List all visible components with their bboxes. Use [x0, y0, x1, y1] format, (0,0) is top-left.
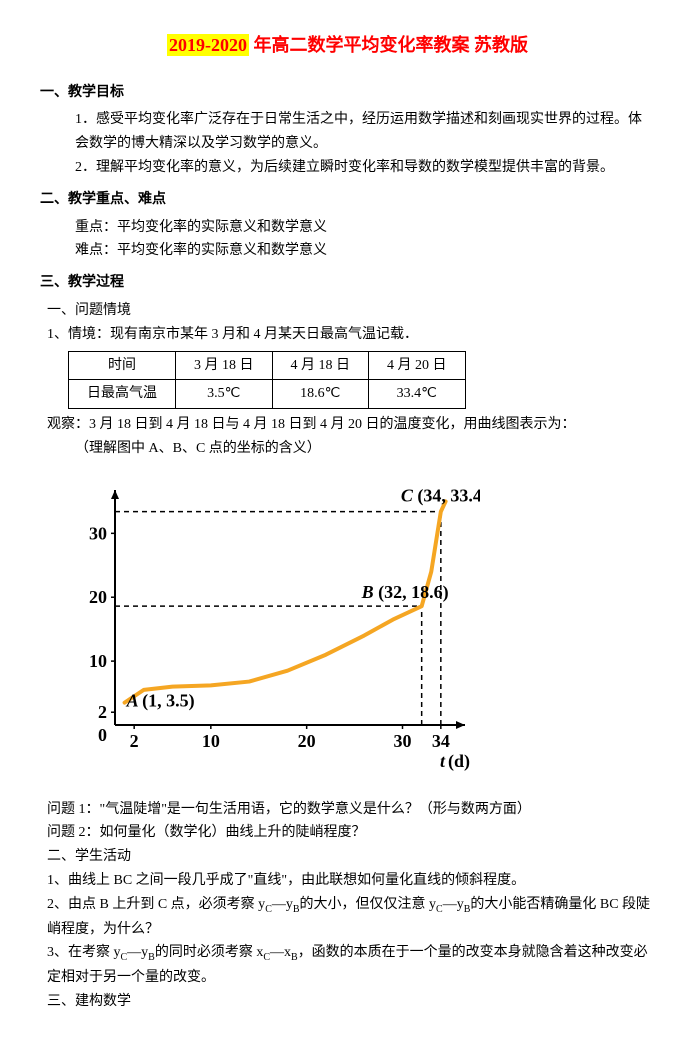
- table-header-row: 时间 3 月 18 日 4 月 18 日 4 月 20 日: [69, 351, 466, 380]
- table-cell: 18.6℃: [272, 380, 369, 409]
- section-2-p1: 重点：平均变化率的实际意义和数学意义: [40, 216, 655, 240]
- activity-2: 2、由点 B 上升到 C 点，必须考察 yC—yB的大小，但仅仅注意 yC—yB…: [40, 893, 655, 942]
- observation-text: 观察：3 月 18 日到 4 月 18 日与 4 月 18 日到 4 月 20 …: [40, 413, 655, 437]
- section-2-p2: 难点：平均变化率的实际意义和数学意义: [40, 239, 655, 263]
- subsection-2: 二、学生活动: [40, 845, 655, 869]
- svg-text:2: 2: [98, 702, 107, 722]
- table-header-cell: 4 月 20 日: [369, 351, 466, 380]
- page-title: 2019-2020 年高二数学平均变化率教案 苏教版: [40, 30, 655, 61]
- section-1-p1: 1．感受平均变化率广泛存在于日常生活之中，经历运用数学描述和刻画现实世界的过程。…: [40, 108, 655, 156]
- activity-3: 3、在考察 yC—yB的同时必须考察 xC—xB，函数的本质在于一个量的改变本身…: [40, 941, 655, 990]
- svg-text:30: 30: [394, 731, 412, 751]
- temperature-table: 时间 3 月 18 日 4 月 18 日 4 月 20 日 日最高气温 3.5℃…: [68, 351, 466, 410]
- table-header-cell: 4 月 18 日: [272, 351, 369, 380]
- question-1: 问题 1："气温陡增"是一句生活用语，它的数学意义是什么？（形与数两方面）: [40, 798, 655, 822]
- svg-text:0: 0: [98, 725, 107, 745]
- title-highlight: 2019-2020: [167, 34, 249, 56]
- svg-text:2: 2: [130, 731, 139, 751]
- situation-text: 1、情境：现有南京市某年 3 月和 4 月某天日最高气温记载．: [40, 323, 655, 347]
- activity-1: 1、曲线上 BC 之间一段几乎成了"直线"，由此联想如何量化直线的倾斜程度。: [40, 869, 655, 893]
- svg-text:t: t: [440, 751, 446, 771]
- temperature-chart: 2 10 20 30 2 10 20 30 34 0 t(d) A (1, 3.5) B (32, 18…: [60, 475, 655, 784]
- section-3-heading: 三、教学过程: [40, 271, 655, 295]
- table-data-row: 日最高气温 3.5℃ 18.6℃ 33.4℃: [69, 380, 466, 409]
- title-rest: 年高二数学平均变化率教案 苏教版: [249, 35, 528, 55]
- svg-text:A (1, 3.5): A (1, 3.5): [126, 690, 195, 711]
- section-2-heading: 二、教学重点、难点: [40, 188, 655, 212]
- svg-text:34: 34: [432, 731, 450, 751]
- table-cell: 33.4℃: [369, 380, 466, 409]
- section-1-heading: 一、教学目标: [40, 81, 655, 105]
- chart-note: （理解图中 A、B、C 点的坐标的含义）: [40, 437, 655, 461]
- svg-text:(d): (d): [448, 751, 470, 772]
- svg-text:10: 10: [89, 651, 107, 671]
- question-2: 问题 2：如何量化（数学化）曲线上升的陡峭程度？: [40, 821, 655, 845]
- table-header-cell: 时间: [69, 351, 176, 380]
- subsection-1: 一、问题情境: [40, 299, 655, 323]
- table-cell: 日最高气温: [69, 380, 176, 409]
- table-header-cell: 3 月 18 日: [176, 351, 273, 380]
- svg-text:20: 20: [89, 587, 107, 607]
- svg-text:B (32, 18.6): B (32, 18.6): [361, 582, 449, 603]
- subsection-3: 三、建构数学: [40, 990, 655, 1014]
- svg-text:C (34, 33.4): C (34, 33.4): [401, 485, 480, 506]
- table-cell: 3.5℃: [176, 380, 273, 409]
- svg-text:20: 20: [298, 731, 316, 751]
- svg-text:10: 10: [202, 731, 220, 751]
- section-1-p2: 2．理解平均变化率的意义，为后续建立瞬时变化率和导数的数学模型提供丰富的背景。: [40, 156, 655, 180]
- svg-text:30: 30: [89, 523, 107, 543]
